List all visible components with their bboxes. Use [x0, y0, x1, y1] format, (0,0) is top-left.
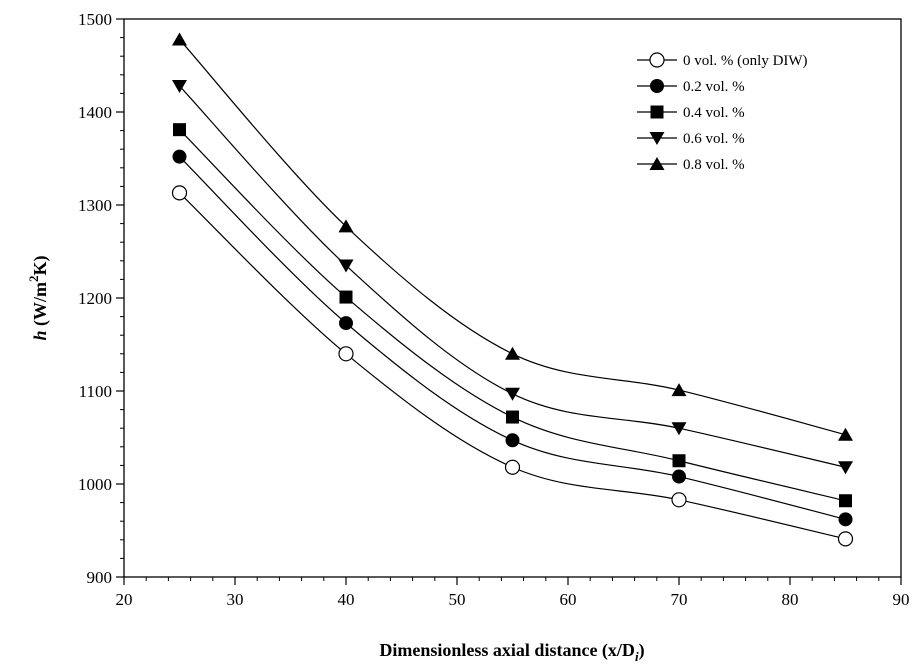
y-tick-label: 1500	[78, 10, 112, 29]
data-point-s3	[172, 79, 187, 93]
data-point-s0	[837, 531, 854, 547]
series-line-4	[179, 39, 846, 436]
legend-label-2: 0.4 vol. %	[683, 105, 745, 121]
data-point-s1	[672, 469, 686, 484]
x-tick-label: 90	[893, 590, 910, 609]
data-point-s0	[671, 492, 687, 508]
data-point-s0	[171, 185, 188, 201]
legend-label-3: 0.6 vol. %	[683, 131, 745, 147]
data-point-s4	[505, 346, 520, 360]
legend-item-0: 0 vol. % (only DIW)	[637, 52, 808, 69]
series-line-0	[179, 192, 846, 540]
data-point-s2	[339, 290, 353, 304]
y-tick-label: 1100	[79, 382, 112, 401]
data-point-s1	[505, 433, 520, 448]
x-tick-label: 20	[116, 590, 133, 609]
legend-marker-4	[649, 157, 665, 170]
legend-marker-0	[649, 52, 665, 68]
legend-item-4: 0.8 vol. %	[637, 157, 745, 173]
data-point-s1	[838, 512, 853, 527]
data-point-s0	[338, 346, 354, 362]
data-point-s1	[172, 149, 187, 164]
legend-item-3: 0.6 vol. %	[637, 131, 745, 147]
x-tick-label: 40	[338, 590, 355, 609]
data-point-s0	[504, 459, 521, 475]
data-point-s3	[338, 259, 354, 273]
legend-marker-1	[650, 79, 664, 93]
series-markers	[171, 32, 854, 547]
legend-marker-2	[650, 105, 664, 119]
x-tick-label: 70	[671, 590, 688, 609]
legend-label-4: 0.8 vol. %	[683, 157, 745, 173]
data-point-s2	[839, 494, 852, 508]
x-axis-title: Dimensionless axial distance (x/Di)	[379, 640, 644, 664]
data-point-s1	[339, 316, 353, 331]
data-point-s4	[172, 32, 187, 46]
legend: 0 vol. % (only DIW) 0.2 vol. % 0.4 vol. …	[637, 52, 808, 173]
data-point-s3	[505, 387, 520, 401]
data-point-s4	[671, 383, 687, 397]
y-tick-label: 1200	[78, 289, 112, 308]
x-tick-label: 60	[560, 590, 577, 609]
data-point-s4	[338, 219, 354, 233]
x-tick-label: 50	[449, 590, 466, 609]
legend-label-0: 0 vol. % (only DIW)	[683, 53, 808, 69]
legend-label-1: 0.2 vol. %	[683, 79, 745, 95]
legend-marker-3	[649, 132, 665, 145]
data-point-s3	[671, 422, 687, 436]
legend-item-2: 0.4 vol. %	[637, 105, 745, 121]
y-axis-title: h (W/m2K)	[26, 255, 51, 340]
legend-item-1: 0.2 vol. %	[637, 79, 745, 95]
x-tick-label: 30	[227, 590, 244, 609]
data-point-s2	[672, 454, 686, 468]
data-point-s2	[173, 123, 186, 137]
y-tick-label: 900	[87, 568, 113, 587]
plot-frame	[123, 18, 902, 578]
y-tick-label: 1300	[78, 196, 112, 215]
axis-ticks: 20 30 40 50 60 70 80 90 900 1000 1100 1200 1300 1400 1…	[78, 10, 910, 609]
data-point-s2	[506, 410, 519, 424]
data-point-s3	[838, 461, 853, 475]
y-tick-label: 1000	[78, 475, 112, 494]
y-tick-label: 1400	[78, 103, 112, 122]
x-tick-label: 80	[782, 590, 799, 609]
data-point-s4	[838, 427, 853, 441]
minor-ticks	[120, 37, 880, 581]
series-line-3	[179, 85, 846, 468]
